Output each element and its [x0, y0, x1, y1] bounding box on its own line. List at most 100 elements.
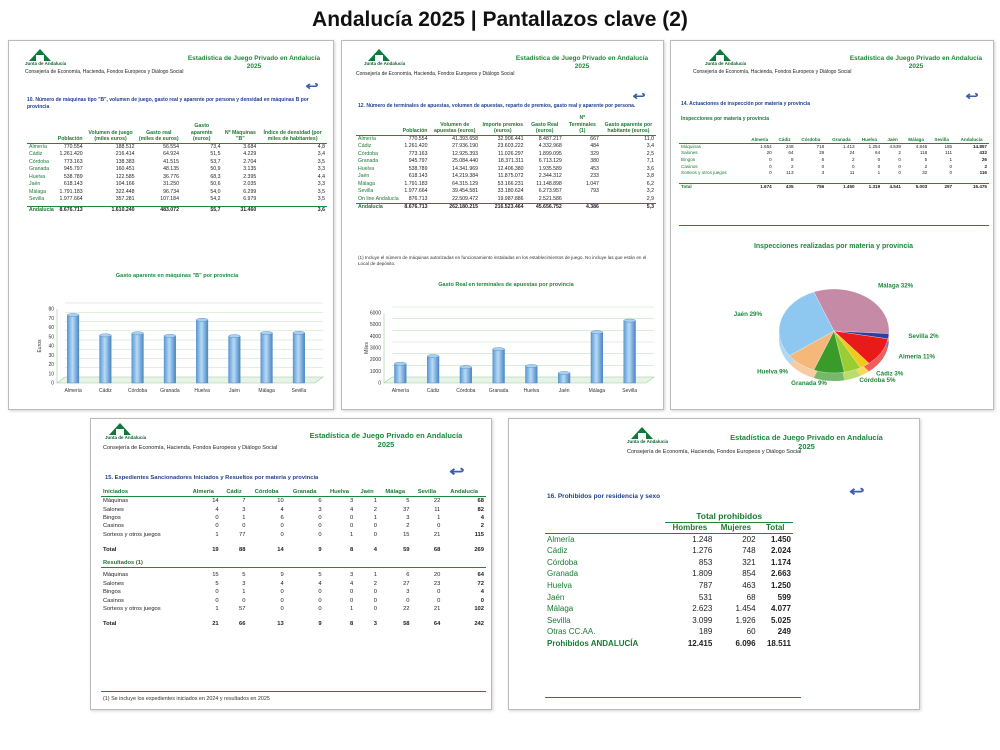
- cell: 21: [433, 531, 441, 538]
- cell: 216.523.464: [480, 203, 526, 212]
- return-arrow-icon[interactable]: ↩: [632, 89, 646, 103]
- cell: 2.623: [692, 604, 713, 614]
- cell: 32.906.441: [497, 135, 524, 142]
- cell: 5.025: [770, 615, 791, 625]
- bar-cap: [590, 330, 603, 335]
- cell: 31.250: [163, 181, 179, 188]
- cell: 9: [318, 547, 322, 554]
- cell: 4: [373, 547, 377, 554]
- cell: 0: [318, 531, 322, 538]
- return-arrow-icon[interactable]: ↩: [305, 79, 319, 93]
- y-axis-label: Miles: [364, 342, 370, 354]
- cell: 0: [318, 515, 322, 522]
- chart-title: Gasto Real en terminales de apuestas por…: [438, 282, 574, 288]
- cell: 6.713.129: [538, 158, 562, 165]
- x-tick-label: Málaga: [258, 388, 275, 394]
- y-tick-label: 0: [51, 381, 54, 387]
- cell: 31.460: [222, 206, 259, 215]
- chart-floor: [56, 376, 324, 384]
- row-label: Almería: [29, 143, 47, 150]
- consejeria-label: Consejería de Economía, Hacienda, Fondos…: [356, 71, 515, 77]
- x-tick-label: Cádiz: [99, 388, 112, 394]
- cell: 14.857: [972, 143, 987, 149]
- cell: 0: [898, 170, 901, 176]
- column-header: Importe premios (euros): [480, 115, 526, 136]
- cell: 2: [984, 163, 987, 169]
- cell: 435: [773, 182, 796, 191]
- row-label: Bingos: [103, 515, 121, 522]
- cell: 9: [280, 572, 284, 579]
- inspections-table: Almería Cádiz Córdoba Granada Huelva Jaén Mála…: [679, 137, 989, 191]
- consejeria-label: Consejería de Economía, Hacienda, Fondos…: [25, 69, 184, 75]
- return-arrow-icon[interactable]: ↩: [449, 463, 465, 479]
- cell: 0: [280, 523, 284, 530]
- cell: 1.250: [770, 581, 791, 590]
- junta-logo: Junta de Andalucía: [364, 49, 405, 66]
- cell: 48.135: [163, 166, 179, 173]
- total-row: Total 19 88 14 9 8 4 59 68 269: [101, 546, 486, 554]
- column-header: Sevilla: [929, 137, 955, 144]
- bar: [292, 332, 305, 384]
- cell: 8.487.217: [538, 135, 562, 142]
- cell: 1: [242, 589, 246, 596]
- cell: 50,9: [210, 166, 221, 173]
- cell: 19: [212, 547, 219, 554]
- cell: 3,6: [258, 206, 327, 215]
- table-row: Sorteos y otros juegos 0 113 3 11 1 0 32 0 116: [679, 170, 989, 177]
- cell: 2.024: [770, 546, 791, 556]
- cell: 0: [318, 597, 322, 604]
- row-label: Bingos: [103, 589, 121, 596]
- row-label: Cádiz: [29, 151, 43, 158]
- return-arrow-icon[interactable]: ↩: [849, 483, 865, 499]
- cell: 3: [242, 580, 246, 587]
- cell: 32: [922, 170, 928, 176]
- table-row: Salones 20 64 29 24 64 2 118 111 432: [679, 150, 989, 157]
- table-row: Máquinas 14 7 10 6 3 1 5 22 68: [101, 497, 486, 506]
- cell: 380: [590, 158, 599, 165]
- cell: 0: [350, 589, 354, 596]
- junta-logo-icon: [368, 49, 390, 61]
- table-row: Almería 770.554 41.393.658 32.906.441 8.487.…: [356, 135, 656, 143]
- cell: 463: [742, 581, 756, 590]
- y-tick-label: 3000: [370, 346, 381, 352]
- cell: 3.684: [243, 143, 257, 150]
- row-label: Andalucía: [356, 203, 401, 212]
- cell: 0: [406, 597, 410, 604]
- row-label: Bingos: [681, 157, 696, 163]
- bar-cap: [196, 318, 209, 322]
- cell: 64.924: [163, 151, 179, 158]
- row-label: Granada: [29, 166, 50, 173]
- cell: 6.273.957: [538, 188, 562, 195]
- column-header: Andalucía: [442, 489, 486, 498]
- table-row: Málaga 1.791.183 322.448 96.734 54,0 6.299 3,5: [27, 189, 327, 197]
- row-label: Cádiz: [547, 546, 568, 556]
- table-row: Sevilla 3.099 1.926 5.025: [545, 615, 793, 627]
- cell: 5: [406, 498, 410, 505]
- panel-header: Estadística de Juego Privado en Andalucí…: [515, 55, 649, 71]
- cell: 14.219.384: [452, 173, 479, 180]
- row-label: Salones: [681, 150, 698, 156]
- cell: 0: [769, 170, 772, 176]
- cell: 3,8: [646, 173, 654, 180]
- cell: 37: [403, 506, 410, 513]
- cell: 12.406.380: [497, 165, 524, 172]
- y-tick-label: 4000: [370, 334, 381, 340]
- row-label: Sevilla: [358, 188, 374, 195]
- total-row: Prohibidos ANDALUCÍA 12.415 6.096 18.511: [545, 638, 793, 650]
- cell: 3,5: [317, 158, 325, 165]
- cell: 0: [350, 515, 354, 522]
- cell: 4: [215, 506, 219, 513]
- cell: 0: [877, 157, 881, 163]
- cell: 1: [949, 157, 953, 163]
- return-arrow-icon[interactable]: ↩: [965, 89, 979, 103]
- cell: 21: [212, 621, 219, 628]
- cell: 9: [318, 621, 322, 628]
- row-label: Máquinas: [103, 498, 129, 505]
- table-row: Córdoba 773.163 12.925.393 11.026.297 1.899.…: [356, 151, 656, 159]
- bar: [590, 332, 603, 384]
- cell: 3.099: [692, 615, 713, 625]
- row-label: Sevilla: [29, 196, 45, 203]
- table-row: Huelva 787 463 1.250: [545, 580, 793, 592]
- cell: 248: [785, 143, 794, 149]
- cell: 453: [590, 165, 599, 172]
